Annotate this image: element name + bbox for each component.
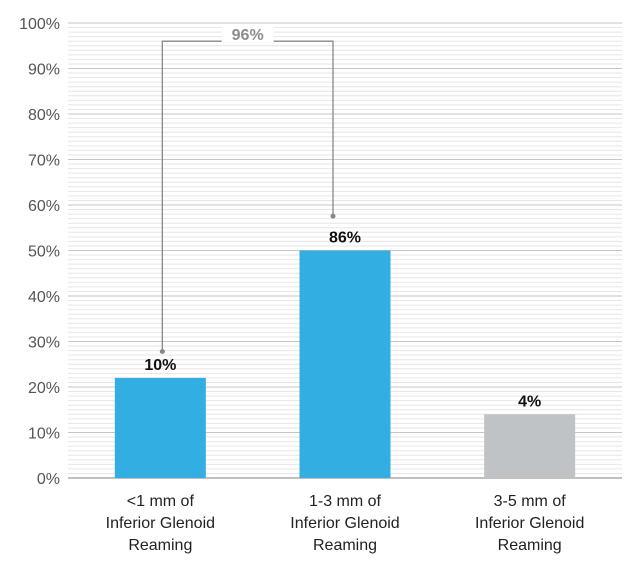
x-tick-label: Inferior Glenoid: [290, 515, 399, 532]
x-tick-label: 1-3 mm of: [309, 493, 382, 510]
y-tick-label: 70%: [28, 153, 60, 170]
y-tick-label: 100%: [19, 16, 60, 33]
bracket-label-bg: [221, 24, 274, 45]
x-tick-label: Inferior Glenoid: [475, 515, 584, 532]
y-tick-label: 10%: [28, 426, 60, 443]
data-label: 86%: [329, 230, 361, 247]
data-label: 10%: [144, 357, 176, 374]
y-tick-label: 50%: [28, 244, 60, 261]
y-tick-label: 20%: [28, 380, 60, 397]
bar: [484, 414, 576, 478]
x-tick-label: Reaming: [128, 537, 192, 554]
x-tick-label: Inferior Glenoid: [106, 515, 215, 532]
y-tick-label: 80%: [28, 107, 60, 124]
y-tick-label: 40%: [28, 289, 60, 306]
x-tick-label: <1 mm of: [127, 493, 195, 510]
data-label: 4%: [518, 393, 541, 410]
x-tick-label: 3-5 mm of: [494, 493, 567, 510]
bar: [114, 377, 206, 478]
x-tick-label: Reaming: [498, 537, 562, 554]
y-tick-label: 0%: [37, 471, 60, 488]
y-tick-label: 90%: [28, 62, 60, 79]
bracket-anchor-right: [330, 213, 336, 219]
bracket-anchor-left: [159, 349, 165, 354]
x-tick-label: Reaming: [313, 537, 377, 554]
y-tick-label: 30%: [28, 335, 60, 352]
bracket-label: 96%: [232, 27, 264, 44]
y-tick-label: 60%: [28, 198, 60, 215]
bar: [299, 250, 391, 478]
